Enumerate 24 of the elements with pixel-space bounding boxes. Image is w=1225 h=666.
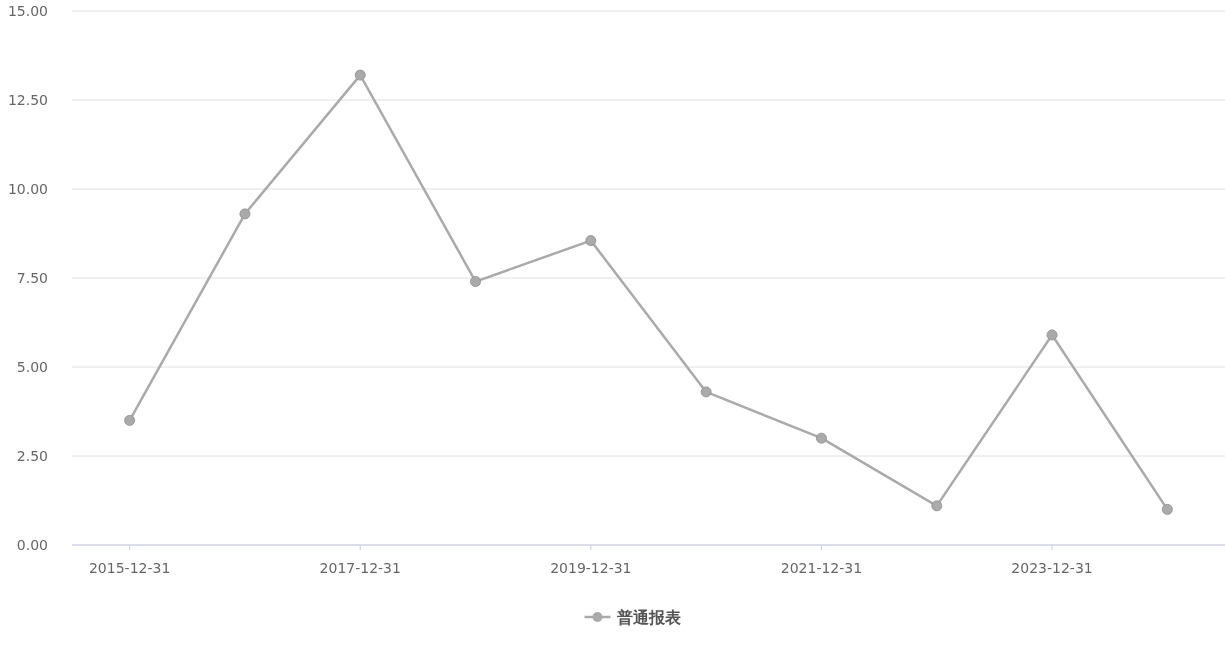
point (124, 414, 136, 426)
x-tick-label: 2021-12-31 (780, 560, 863, 576)
point (585, 235, 597, 247)
y-tick-label: 0.00 (16, 537, 48, 553)
y-tick-label: 12.50 (7, 92, 48, 108)
point (354, 69, 366, 81)
y-tick-label: 2.50 (16, 448, 48, 464)
point (1046, 329, 1058, 341)
legend: 普通报表 (584, 608, 681, 627)
x-tick-label: 2019-12-31 (550, 560, 632, 576)
y-tick-label: 10.00 (7, 181, 48, 197)
point (815, 432, 827, 444)
legend-label: 普通报表 (615, 608, 682, 627)
x-tick-label: 2023-12-31 (1011, 560, 1093, 576)
x-tick-label: 2015-12-31 (88, 560, 171, 576)
point (470, 276, 482, 288)
y-tick-label: 15.00 (7, 3, 48, 19)
y-tick-label: 7.50 (16, 270, 48, 286)
x-tick-label: 2017-12-31 (319, 560, 401, 576)
point (1161, 503, 1173, 515)
point (700, 386, 712, 398)
y-tick-label: 5.00 (16, 359, 48, 375)
point (239, 208, 251, 220)
point (931, 500, 943, 512)
